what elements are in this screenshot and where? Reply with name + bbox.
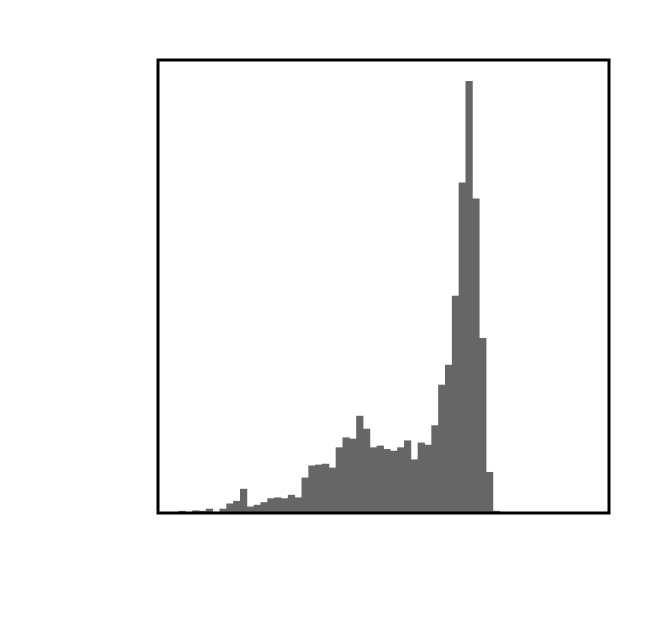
histogram-bar — [322, 463, 330, 513]
histogram-bar — [260, 502, 268, 513]
histogram-bar — [335, 447, 343, 513]
histogram-bar — [301, 477, 309, 513]
histogram-bar — [349, 438, 357, 513]
histogram-bar — [472, 198, 480, 513]
histogram-bar — [451, 295, 460, 513]
histogram-bar — [308, 465, 316, 513]
histogram-bar — [281, 498, 289, 513]
histogram-bar — [253, 504, 261, 513]
histogram-bar — [205, 508, 214, 513]
histogram-bar — [233, 500, 241, 513]
histogram-bar — [369, 447, 378, 513]
histogram-bar — [445, 364, 453, 513]
histogram-bar — [240, 488, 248, 513]
histogram-bar — [226, 503, 234, 513]
histogram-bar — [287, 494, 296, 513]
histogram-bar — [328, 467, 337, 513]
histogram-bar — [219, 508, 227, 513]
histogram-bar — [246, 506, 255, 513]
histogram-bar — [431, 425, 439, 513]
histogram-bar — [315, 464, 323, 513]
histogram-bar — [404, 440, 412, 513]
histogram-bar — [465, 81, 473, 513]
histogram-bar — [294, 497, 302, 513]
histogram-bar — [342, 437, 350, 513]
histogram-bar — [458, 182, 466, 513]
histogram-bar — [363, 428, 371, 513]
histogram-bar — [417, 442, 425, 513]
histogram-bars — [178, 81, 507, 513]
histogram-bar — [438, 384, 446, 513]
histogram-bar — [267, 498, 275, 513]
histogram-bar — [376, 445, 384, 513]
histogram-bar — [356, 415, 364, 513]
histogram-bar — [390, 450, 398, 513]
histogram-bar — [424, 444, 432, 513]
histogram-bar — [410, 459, 419, 513]
histogram-bar — [397, 447, 405, 513]
histogram-bar — [383, 449, 391, 513]
plot-frame — [156, 58, 611, 515]
histogram-bar — [479, 338, 487, 513]
histogram-bar — [486, 471, 494, 513]
histogram-bar — [274, 497, 282, 513]
